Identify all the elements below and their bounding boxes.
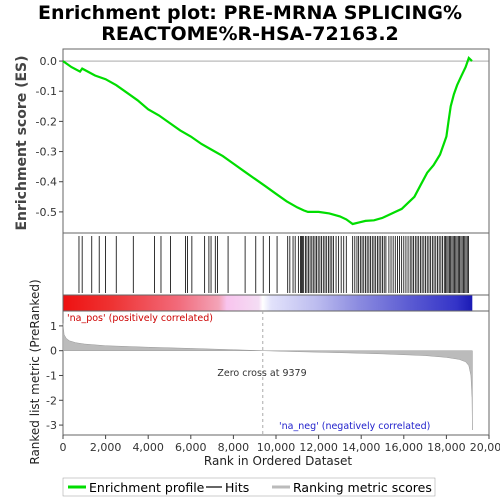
xtick-label: 10,000 bbox=[257, 441, 296, 454]
rank-gradient-bar bbox=[63, 295, 472, 311]
rank-bar-tail bbox=[472, 295, 489, 311]
es-ytick-label: -0.1 bbox=[36, 85, 57, 98]
es-ylabel: Enrichment score (ES) bbox=[14, 55, 30, 230]
pos-correlated-label: 'na_pos' (positively correlated) bbox=[67, 313, 213, 324]
es-ytick-label: -0.4 bbox=[36, 176, 57, 189]
es-ytick-label: -0.5 bbox=[36, 206, 57, 219]
xtick-label: 12,000 bbox=[299, 441, 338, 454]
metric-ylabel: Ranked list metric (PreRanked) bbox=[28, 279, 42, 464]
zero-cross-label: Zero cross at 9379 bbox=[217, 368, 306, 379]
chart-title-line2: REACTOME%R-HSA-72163.2 bbox=[101, 23, 399, 45]
es-plot-frame bbox=[63, 49, 489, 233]
rank-color-bar bbox=[63, 295, 489, 311]
es-panel: 0.0 -0.1 -0.2 -0.3 -0.4 -0.5 bbox=[36, 49, 489, 233]
xtick-label: 14,000 bbox=[342, 441, 381, 454]
legend-ranking-metric: Ranking metric scores bbox=[293, 480, 432, 495]
metric-ytick-label: 0 bbox=[50, 345, 57, 358]
xtick-label: 2,000 bbox=[90, 441, 122, 454]
xtick-label: 4,000 bbox=[132, 441, 164, 454]
metric-ytick-label: -1 bbox=[46, 369, 57, 382]
metric-ytick-label: -3 bbox=[46, 419, 57, 432]
metric-ytick-label: 1 bbox=[50, 320, 57, 333]
xtick-label: 20,000 bbox=[470, 441, 500, 454]
es-ytick-label: -0.2 bbox=[36, 115, 57, 128]
xtick-label: 0 bbox=[60, 441, 67, 454]
xtick-label: 18,000 bbox=[427, 441, 466, 454]
legend-hits: Hits bbox=[225, 480, 249, 495]
legend-enrichment-profile: Enrichment profile bbox=[89, 480, 205, 495]
xtick-label: 16,000 bbox=[385, 441, 424, 454]
xaxis-label: Rank in Ordered Dataset bbox=[204, 454, 352, 468]
hits-panel bbox=[63, 233, 489, 295]
es-ytick-label: 0.0 bbox=[40, 55, 58, 68]
neg-correlated-label: 'na_neg' (negatively correlated) bbox=[279, 421, 430, 432]
xtick-label: 6,000 bbox=[175, 441, 207, 454]
xtick-label: 8,000 bbox=[218, 441, 250, 454]
es-ytick-label: -0.3 bbox=[36, 146, 57, 159]
chart-title-line1: Enrichment plot: PRE-MRNA SPLICING% bbox=[38, 2, 462, 24]
hits-frame bbox=[63, 233, 489, 295]
legend: Enrichment profile Hits Ranking metric s… bbox=[63, 478, 435, 496]
metric-panel: 10-1-2-30 2,000 4,000 6,000 8,000 10,000 12,00… bbox=[46, 311, 500, 454]
metric-ytick-label: -2 bbox=[46, 394, 57, 407]
